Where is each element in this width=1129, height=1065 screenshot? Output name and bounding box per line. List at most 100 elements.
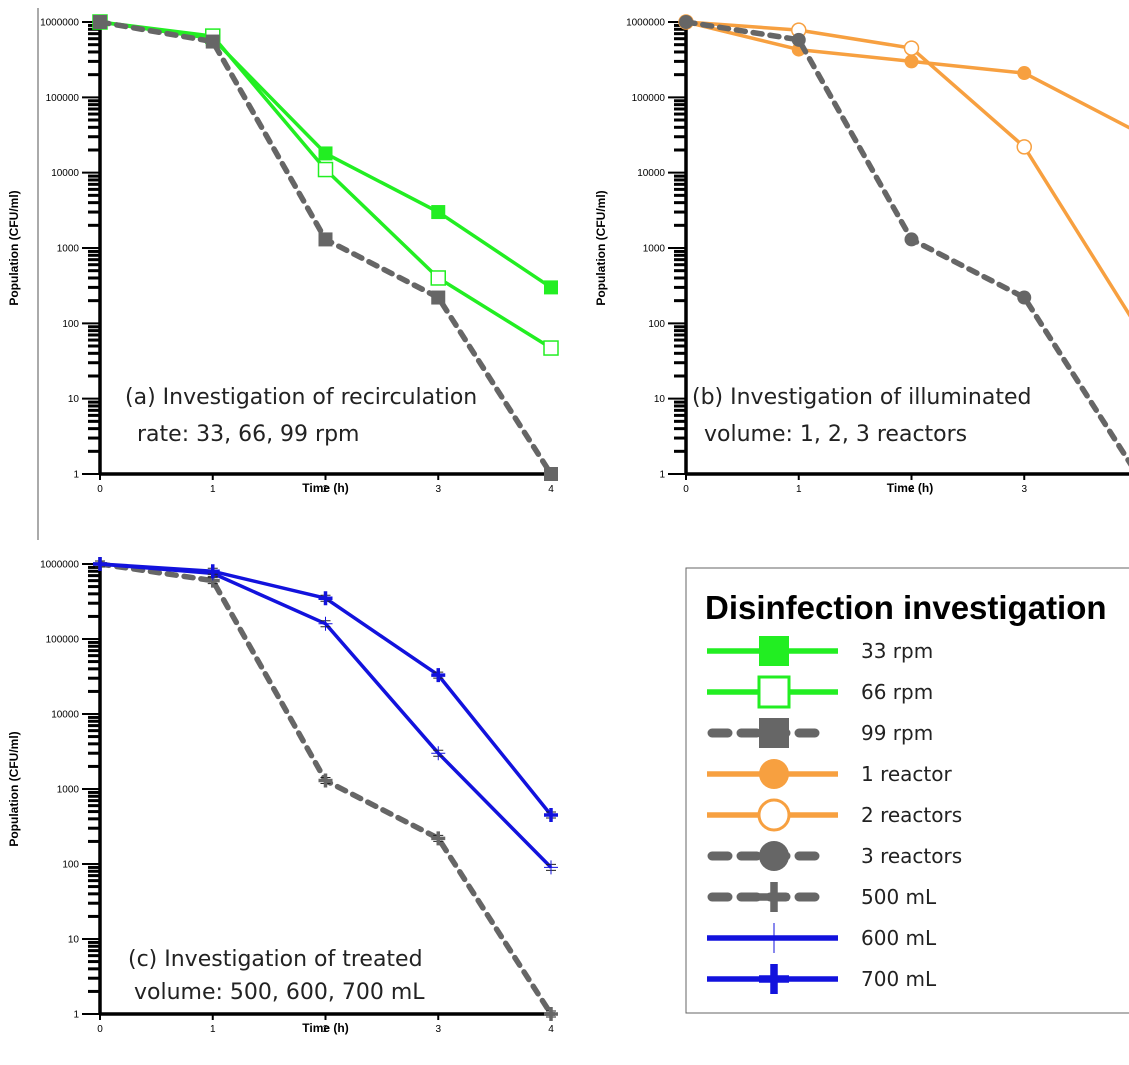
x-tick-label: 4 xyxy=(548,1024,554,1035)
plot-area xyxy=(92,14,559,481)
data-point xyxy=(903,40,920,56)
x-axis-title: Time (h) xyxy=(302,481,348,495)
data-point xyxy=(318,146,333,161)
data-point xyxy=(205,34,220,49)
legend-item: 99 rpm xyxy=(707,718,933,748)
panel-b-chart: 1 10 100 1000 10000 100000 1000000 0 1 2 3 Time (h)… xyxy=(594,14,1129,495)
legend-item: 500 mL xyxy=(707,882,937,912)
series-3-reactors xyxy=(679,15,1129,467)
data-point xyxy=(431,668,446,683)
data-point xyxy=(904,232,919,247)
plot-area xyxy=(678,14,1129,467)
y-tick-label: 100 xyxy=(62,319,79,330)
legend-marker xyxy=(759,882,789,912)
y-tick-label: 10 xyxy=(68,394,80,405)
data-point xyxy=(1017,66,1032,81)
data-point xyxy=(430,270,446,286)
x-axis: 0 1 2 3 xyxy=(683,472,1129,495)
x-tick-label: 1 xyxy=(796,484,802,495)
legend-label: 500 mL xyxy=(861,885,937,909)
panel-a-chart: 1 10 100 1000 10000 100000 1000000 0 1 2 3 4 Time (h… xyxy=(7,14,559,495)
y-axis: 1 10 100 1000 10000 100000 1000000 xyxy=(40,18,102,481)
series-500-ml xyxy=(93,557,558,1021)
x-tick-label: 0 xyxy=(97,484,103,495)
x-tick-label: 2 xyxy=(909,484,915,495)
data-point xyxy=(431,290,446,305)
x-axis: 0 1 2 3 4 xyxy=(97,472,555,495)
legend-marker xyxy=(759,964,789,994)
data-point xyxy=(904,54,919,69)
data-point xyxy=(1016,139,1032,155)
y-axis-title: Population (CFU/ml) xyxy=(594,190,608,305)
data-point xyxy=(318,616,333,631)
y-tick-label: 1000000 xyxy=(626,18,665,29)
legend-label: 33 rpm xyxy=(861,639,933,663)
data-point xyxy=(317,161,334,178)
legend-item: 3 reactors xyxy=(707,841,962,871)
x-tick-label: 3 xyxy=(435,484,441,495)
y-tick-label: 100000 xyxy=(632,93,666,104)
series-line xyxy=(99,20,552,350)
legend-item: 700 mL xyxy=(707,964,937,994)
y-tick-label: 100 xyxy=(62,860,79,871)
series-99-rpm xyxy=(93,15,558,481)
x-axis-title: Time (h) xyxy=(302,1021,348,1035)
y-tick-label: 100 xyxy=(648,319,665,330)
legend-item: 2 reactors xyxy=(707,798,962,832)
x-tick-label: 0 xyxy=(97,1024,103,1035)
y-tick-label: 1000 xyxy=(57,244,80,255)
x-tick-label: 3 xyxy=(1021,484,1027,495)
legend-item: 33 rpm xyxy=(707,636,933,666)
y-tick-label: 10000 xyxy=(51,710,79,721)
data-point xyxy=(543,340,559,356)
y-tick-label: 10 xyxy=(68,935,80,946)
legend-label: 2 reactors xyxy=(861,803,962,827)
x-axis-title: Time (h) xyxy=(887,481,933,495)
data-point xyxy=(431,831,446,846)
series-line xyxy=(685,20,1129,318)
x-tick-label: 1 xyxy=(210,484,216,495)
legend-item: 600 mL xyxy=(707,923,937,953)
data-point xyxy=(544,860,558,875)
data-point xyxy=(544,467,558,481)
legend-item: 1 reactor xyxy=(707,759,953,789)
annotation-line: rate: 33, 66, 99 rpm xyxy=(137,422,359,447)
data-point xyxy=(318,773,333,788)
legend-label: 600 mL xyxy=(861,926,937,950)
y-tick-label: 1000 xyxy=(57,785,80,796)
legend-label: 700 mL xyxy=(861,967,937,991)
y-tick-label: 1000000 xyxy=(40,18,79,29)
data-point xyxy=(93,557,107,571)
y-axis: 1 10 100 1000 10000 100000 1000000 xyxy=(626,18,688,481)
legend-marker xyxy=(759,759,789,789)
data-point xyxy=(544,808,558,823)
series-33-rpm xyxy=(93,15,558,295)
series-700-ml xyxy=(93,557,558,823)
y-tick-label: 10 xyxy=(654,394,666,405)
annotation-line: (c) Investigation of treated xyxy=(128,947,423,972)
y-tick-label: 1000 xyxy=(643,244,666,255)
series-line xyxy=(99,562,553,869)
y-axis-title: Population (CFU/ml) xyxy=(7,731,21,846)
legend-marker xyxy=(757,798,791,832)
y-tick-label: 10000 xyxy=(51,168,79,179)
x-tick-label: 1 xyxy=(210,1024,216,1035)
data-point xyxy=(1017,290,1032,305)
y-tick-label: 1 xyxy=(73,1010,79,1021)
data-point xyxy=(318,591,333,606)
x-tick-label: 3 xyxy=(435,1024,441,1035)
legend-label: 1 reactor xyxy=(861,762,953,786)
annotation-line: volume: 500, 600, 700 mL xyxy=(134,980,425,1005)
legend-item: 66 rpm xyxy=(707,675,933,709)
y-tick-label: 10000 xyxy=(637,168,665,179)
plot-area xyxy=(93,557,558,1021)
data-point xyxy=(431,205,446,220)
annotation-line: (a) Investigation of recirculation xyxy=(125,385,477,410)
x-tick-label: 4 xyxy=(548,484,554,495)
data-point xyxy=(679,15,693,29)
legend-marker xyxy=(759,841,789,871)
legend-label: 99 rpm xyxy=(861,721,933,745)
annotation-line: (b) Investigation of illuminated xyxy=(692,385,1031,410)
data-point xyxy=(431,746,446,761)
